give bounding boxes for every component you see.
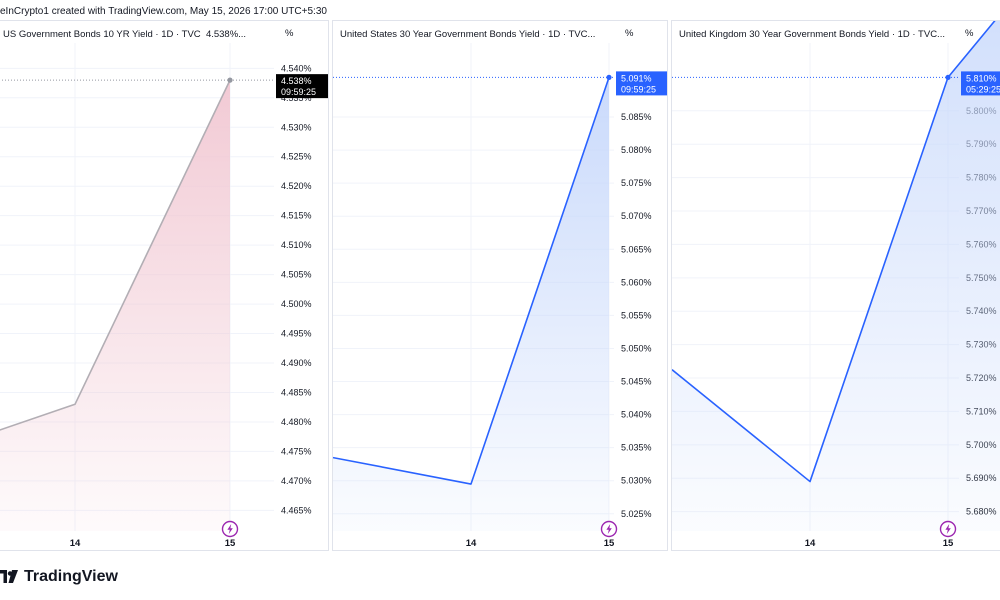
- chart-svg-us30y[interactable]: 5.085% 5.080% 5.075% 5.070% 5.065% 5.060% 5.05…: [333, 21, 668, 551]
- y-tick-label: 4.515%: [281, 211, 312, 221]
- y-tick-label: 4.475%: [281, 446, 312, 456]
- last-point: [945, 74, 951, 81]
- x-tick-label: 14: [70, 538, 81, 549]
- series-area: [333, 77, 609, 531]
- series-area: [0, 80, 230, 531]
- y-tick-label: 4.520%: [281, 181, 312, 191]
- x-tick-label: 15: [225, 538, 236, 549]
- last-value-badge: [276, 74, 328, 99]
- y-tick-label: 5.045%: [621, 377, 652, 387]
- brand-name: TradingView: [24, 568, 118, 585]
- y-tick-label: 4.465%: [281, 505, 312, 515]
- y-tick-label: 5.075%: [621, 178, 652, 188]
- series-line: [333, 77, 610, 485]
- y-tick-label: 4.485%: [281, 387, 312, 397]
- y-tick-label: 5.030%: [621, 476, 652, 486]
- chart-svg-uk30y[interactable]: 5.800%5.790%5.780%5.770%5.760%5.750%5.74…: [672, 21, 1000, 551]
- chart-caption: eInCrypto1 created with TradingView.com,…: [0, 6, 327, 17]
- y-tick-label: 4.500%: [281, 299, 312, 309]
- y-tick-label: 5.070%: [621, 211, 652, 221]
- chart-svg-us10y[interactable]: 4.540%4.535%4.530%4.525%4.520%4.515%4.51…: [0, 21, 329, 551]
- last-point: [606, 74, 612, 80]
- last-value-label: 4.538%: [281, 76, 312, 86]
- unit-label: %: [625, 28, 634, 39]
- last-point: [227, 77, 233, 83]
- y-tick-label: 4.530%: [281, 122, 312, 132]
- x-tick-label: 14: [466, 538, 477, 549]
- unit-label: %: [965, 28, 974, 39]
- last-value-label: 5.810%: [966, 73, 997, 83]
- y-tick-label: 5.055%: [621, 310, 652, 320]
- series-line: [672, 21, 996, 483]
- chart-panel-us30y[interactable]: 5.085% 5.080% 5.075% 5.070% 5.065% 5.060% 5.05…: [332, 20, 668, 551]
- y-tick-label: 4.540%: [281, 63, 312, 73]
- y-tick-label: 4.490%: [281, 358, 312, 368]
- y-tick-label: 4.505%: [281, 270, 312, 280]
- y-tick-label: 5.035%: [621, 443, 652, 453]
- chart-panel-uk30y[interactable]: 5.800%5.790%5.780%5.770%5.760%5.750%5.74…: [671, 20, 1000, 551]
- y-tick-label: 4.470%: [281, 476, 312, 486]
- y-tick-label: 5.060%: [621, 277, 652, 287]
- last-value-badge: [961, 71, 1000, 96]
- y-tick-label: 4.480%: [281, 417, 312, 427]
- series-area: [672, 21, 1000, 531]
- series-line: [0, 79, 231, 431]
- x-tick-label: 15: [943, 538, 954, 549]
- y-tick-label: 5.040%: [621, 410, 652, 420]
- lightning-icon: [221, 520, 239, 538]
- last-time-label: 09:59:25: [621, 84, 656, 94]
- lightning-icon: [600, 520, 618, 538]
- x-tick-label: 15: [604, 538, 615, 549]
- y-tick-label: 5.080%: [621, 145, 652, 155]
- chart-panel-us10y[interactable]: 4.540%4.535%4.530%4.525%4.520%4.515%4.51…: [0, 20, 329, 551]
- y-tick-label: 4.495%: [281, 329, 312, 339]
- last-value-label: 5.091%: [621, 73, 652, 83]
- chart-title: US Government Bonds 10 YR Yield · 1D · T…: [1, 28, 249, 41]
- last-time-label: 09:59:25: [281, 87, 316, 97]
- last-time-label: 05:29:25: [966, 84, 1000, 94]
- unit-label: %: [285, 28, 294, 39]
- y-tick-label: 5.065%: [621, 244, 652, 254]
- y-tick-label: 4.525%: [281, 152, 312, 162]
- y-tick-label: 5.050%: [621, 343, 652, 353]
- tradingview-logo-icon: [0, 570, 18, 583]
- lightning-icon: [939, 520, 957, 538]
- tradingview-logo[interactable]: TradingView: [0, 566, 118, 588]
- chart-title: United States 30 Year Government Bonds Y…: [338, 28, 598, 41]
- chart-title: United Kingdom 30 Year Government Bonds …: [677, 28, 947, 41]
- x-tick-label: 14: [805, 538, 816, 549]
- y-tick-label: 5.085%: [621, 112, 652, 122]
- y-tick-label: 5.025%: [621, 509, 652, 519]
- y-tick-label: 4.510%: [281, 240, 312, 250]
- last-value-badge: [616, 71, 667, 96]
